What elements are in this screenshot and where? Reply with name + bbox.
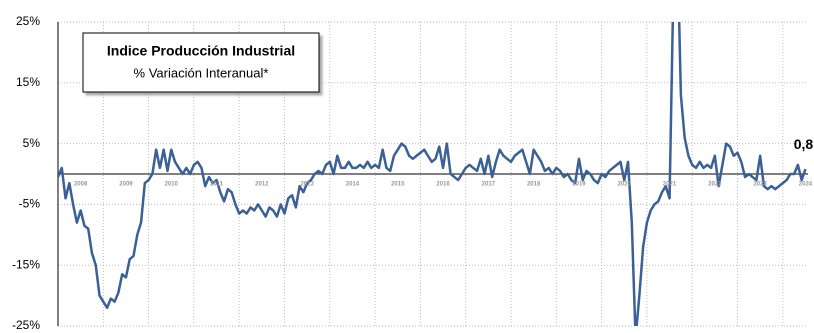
title-box — [82, 32, 320, 93]
y-tick-label: 25% — [16, 14, 40, 28]
chart-subtitle: % Variación Interanual* — [134, 65, 269, 80]
value-annotation: 0,8 — [794, 136, 814, 152]
chart-title: Indice Producción Industrial — [107, 43, 295, 59]
x-tick-label: 2011 — [210, 182, 224, 188]
y-tick-label: -25% — [12, 318, 40, 332]
data-line — [58, 22, 807, 326]
x-tick-label: 2019 — [572, 182, 586, 188]
x-tick-label: 2014 — [346, 182, 360, 188]
x-tick-label: 2013 — [300, 182, 314, 188]
x-tick-label: 2016 — [436, 182, 450, 188]
x-tick-label: 2018 — [527, 182, 541, 188]
x-tick-label: 2024 — [799, 182, 813, 188]
y-tick-label: -15% — [12, 257, 40, 271]
x-tick-label: 2023 — [753, 182, 767, 188]
plot — [58, 22, 807, 326]
x-tick-label: 2015 — [391, 182, 405, 188]
y-tick-label: 15% — [16, 75, 40, 89]
x-tick-label: 2010 — [165, 182, 179, 188]
x-tick-label: 2022 — [708, 182, 722, 188]
y-tick-label: 5% — [23, 136, 41, 150]
x-tick-label: 2020 — [618, 182, 632, 188]
x-tick-label: 2017 — [482, 182, 496, 188]
y-tick-label: -5% — [19, 197, 41, 211]
x-tick-label: 2009 — [119, 182, 133, 188]
x-tick-label: 2008 — [74, 182, 88, 188]
x-tick-label: 2012 — [255, 182, 269, 188]
x-tick-label: 2021 — [663, 182, 677, 188]
